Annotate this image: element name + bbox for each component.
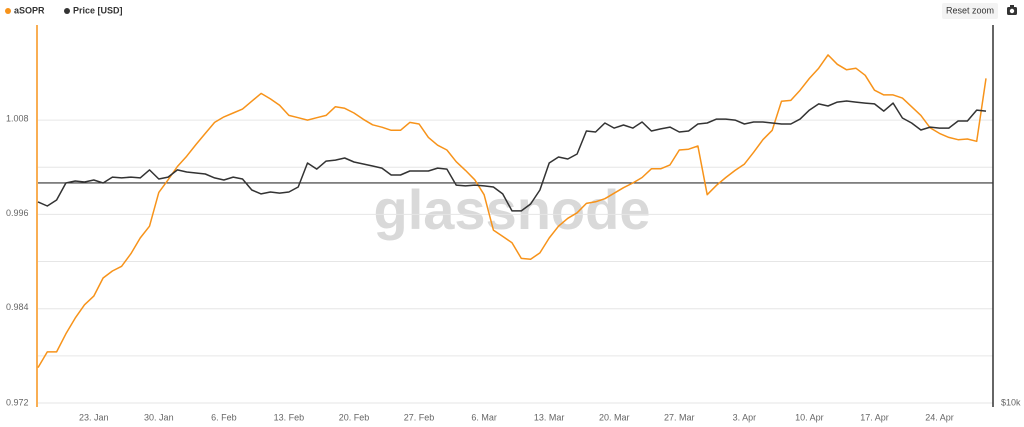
x-tick-label: 24. Apr [925, 412, 954, 422]
grid: 0.972 0.984 0.996 1.008 $10k 23. Jan 30. Jan 6.… [6, 25, 1021, 422]
x-tick-label: 30. Jan [144, 412, 174, 422]
y-tick-label: 0.996 [6, 208, 29, 218]
x-tick-label: 27. Feb [404, 412, 435, 422]
x-tick-label: 13. Mar [534, 412, 565, 422]
series-line [37, 100, 987, 212]
y-tick-label: 0.984 [6, 302, 29, 312]
legend-label[interactable]: Price [USD] [73, 5, 123, 15]
legend-marker [5, 8, 11, 14]
x-tick-label: 3. Apr [733, 412, 757, 422]
x-tick-label: 23. Jan [79, 412, 109, 422]
x-tick-label: 10. Apr [795, 412, 824, 422]
x-tick-label: 20. Mar [599, 412, 630, 422]
x-tick-label: 27. Mar [664, 412, 695, 422]
legend: aSOPR Price [USD] [5, 5, 123, 15]
reset-button-label[interactable]: Reset zoom [946, 5, 994, 15]
legend-label[interactable]: aSOPR [14, 5, 45, 15]
x-tick-label: 6. Feb [211, 412, 237, 422]
x-tick-label: 13. Feb [274, 412, 305, 422]
reset-button[interactable] [942, 3, 998, 19]
legend-marker [64, 8, 70, 14]
y-tick-label: 1.008 [6, 113, 29, 123]
camera-icon[interactable] [1007, 5, 1017, 15]
x-tick-label: 17. Apr [860, 412, 889, 422]
watermark: glassnode [374, 178, 651, 241]
y-tick-label: 0.972 [6, 397, 29, 407]
x-tick-label: 6. Mar [471, 412, 497, 422]
series-line [37, 54, 987, 368]
y2-tick-label: $10k [1001, 397, 1021, 407]
x-tick-label: 20. Feb [339, 412, 370, 422]
